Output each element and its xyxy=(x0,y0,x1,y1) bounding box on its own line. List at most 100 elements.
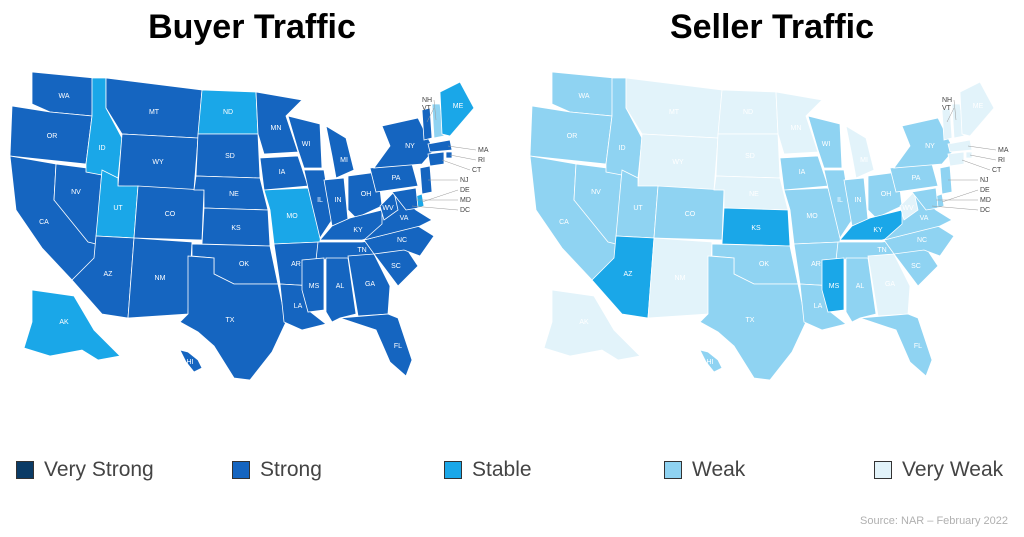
state-ms xyxy=(301,257,325,313)
leader-line-dc xyxy=(931,205,979,211)
state-label-al: AL xyxy=(336,283,345,290)
state-label-nm: NM xyxy=(155,275,166,282)
state-label-id: ID xyxy=(99,145,106,152)
state-label-nv: NV xyxy=(71,189,81,196)
state-mn xyxy=(775,91,823,155)
state-label-dc: DC xyxy=(980,207,990,214)
legend: Very Strong Strong Stable Weak Very Weak xyxy=(0,458,1024,488)
state-mi xyxy=(325,125,355,179)
legend-label-weak: Weak xyxy=(692,458,746,481)
legend-item-strong: Strong xyxy=(232,458,322,482)
state-label-ri: RI xyxy=(998,157,1005,164)
leader-line-ma xyxy=(967,145,997,151)
state-label-ok: OK xyxy=(759,261,769,268)
state-label-sc: SC xyxy=(911,263,921,270)
state-vt xyxy=(421,107,433,141)
state-label-in: IN xyxy=(855,197,862,204)
state-label-de: DE xyxy=(980,187,990,194)
state-wv xyxy=(899,191,919,221)
legend-label-stable: Stable xyxy=(472,458,532,481)
state-label-wi: WI xyxy=(302,141,311,148)
state-label-md: MD xyxy=(460,197,471,204)
state-wi xyxy=(807,115,843,169)
state-label-mi: MI xyxy=(860,157,868,164)
state-label-ca: CA xyxy=(559,219,569,226)
leader-line-vt xyxy=(946,107,955,123)
state-md xyxy=(911,187,939,211)
state-label-nc: NC xyxy=(397,237,407,244)
state-label-wi: WI xyxy=(822,141,831,148)
legend-swatch-strong xyxy=(232,461,250,479)
legend-item-stable: Stable xyxy=(444,458,532,482)
state-label-de: DE xyxy=(460,187,470,194)
state-label-wa: WA xyxy=(58,93,69,100)
state-me xyxy=(439,81,475,137)
state-label-il: IL xyxy=(317,197,323,204)
state-vt xyxy=(941,107,953,141)
state-label-mt: MT xyxy=(149,109,160,116)
legend-swatch-weak xyxy=(664,461,682,479)
state-fl xyxy=(339,313,413,377)
state-ga xyxy=(867,253,911,317)
state-label-ny: NY xyxy=(925,143,935,150)
state-label-ar: AR xyxy=(291,261,301,268)
state-label-nc: NC xyxy=(917,237,927,244)
state-label-ky: KY xyxy=(353,227,363,234)
state-label-vt: VT xyxy=(422,105,432,112)
state-label-wy: WY xyxy=(152,159,164,166)
state-label-vt: VT xyxy=(942,105,952,112)
leader-line-ri xyxy=(969,154,997,161)
leader-line-ct xyxy=(441,159,471,171)
leader-line-ct xyxy=(961,159,991,171)
leader-line-dc xyxy=(411,205,459,211)
state-label-nd: ND xyxy=(223,109,233,116)
state-label-oh: OH xyxy=(881,191,892,198)
state-label-ut: UT xyxy=(633,205,643,212)
state-label-in: IN xyxy=(335,197,342,204)
state-label-nv: NV xyxy=(591,189,601,196)
state-label-ca: CA xyxy=(39,219,49,226)
state-label-sc: SC xyxy=(391,263,401,270)
leader-line-ri xyxy=(449,154,477,161)
leader-line-nh xyxy=(433,99,437,121)
state-tx xyxy=(179,255,287,381)
state-label-wv: WV xyxy=(382,205,394,212)
state-label-ak: AK xyxy=(579,319,589,326)
state-label-mt: MT xyxy=(669,109,680,116)
state-nj xyxy=(939,165,953,195)
state-label-wy: WY xyxy=(672,159,684,166)
state-ma xyxy=(947,139,973,153)
seller-traffic-title: Seller Traffic xyxy=(669,8,875,46)
state-label-nj: NJ xyxy=(460,177,469,184)
state-ma xyxy=(427,139,453,153)
state-label-az: AZ xyxy=(104,271,114,278)
state-label-md: MD xyxy=(980,197,991,204)
state-label-mi: MI xyxy=(340,157,348,164)
state-mi xyxy=(845,125,875,179)
leader-line-nh xyxy=(953,99,957,121)
state-label-nd: ND xyxy=(743,109,753,116)
legend-swatch-very-strong xyxy=(16,461,34,479)
state-label-tn: TN xyxy=(357,247,366,254)
state-label-ks: KS xyxy=(751,225,761,232)
legend-item-weak: Weak xyxy=(664,458,745,482)
state-ri xyxy=(445,151,453,159)
state-label-ms: MS xyxy=(309,283,320,290)
state-label-nm: NM xyxy=(675,275,686,282)
state-ga xyxy=(347,253,391,317)
legend-swatch-very-weak xyxy=(874,461,892,479)
state-label-la: LA xyxy=(294,303,303,310)
state-nj xyxy=(419,165,433,195)
state-label-ny: NY xyxy=(405,143,415,150)
state-ct xyxy=(427,151,445,167)
state-label-me: ME xyxy=(453,103,464,110)
state-label-id: ID xyxy=(619,145,626,152)
source-note: Source: NAR – February 2022 xyxy=(860,515,1008,527)
state-label-or: OR xyxy=(567,133,578,140)
buyer-traffic-map: WA OR CA NV ID MT WY UT AZ CO NM ND SD NE KS OK TX MN IA MO… xyxy=(9,71,489,381)
buyer-traffic-title: Buyer Traffic xyxy=(148,8,356,46)
state-ms xyxy=(821,257,845,313)
leader-line-ma xyxy=(447,145,477,151)
state-label-il: IL xyxy=(837,197,843,204)
state-label-ne: NE xyxy=(749,191,759,198)
